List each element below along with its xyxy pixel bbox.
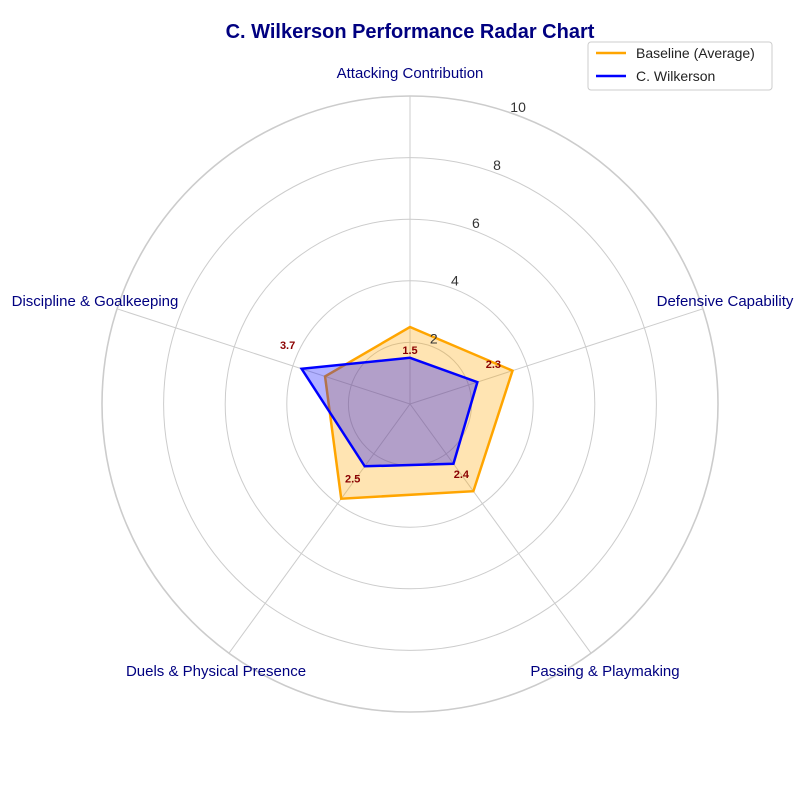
spoke-4 <box>116 308 411 405</box>
axis-labels: Attacking Contribution Defensive Capabili… <box>12 65 794 680</box>
radial-tick-labels: 2 4 6 8 10 <box>430 99 526 347</box>
chart-title: C. Wilkerson Performance Radar Chart <box>226 21 595 43</box>
legend: Baseline (Average) C. Wilkerson <box>587 41 773 91</box>
radar-series <box>299 325 515 501</box>
axis-label-2: Passing & Playmaking <box>530 663 679 680</box>
data-label-3: 2.5 <box>345 473 360 485</box>
tick-label-8: 8 <box>493 157 501 173</box>
spoke-1 <box>409 308 704 405</box>
series-polygon-0 <box>323 325 515 501</box>
axis-label-4: Discipline & Goalkeeping <box>12 293 179 310</box>
data-label-0: 1.5 <box>402 345 417 357</box>
legend-label-wilkerson: C. Wilkerson <box>636 68 715 84</box>
axis-label-0: Attacking Contribution <box>337 65 484 82</box>
spoke-2 <box>409 403 592 654</box>
tick-label-6: 6 <box>472 215 480 231</box>
tick-label-2: 2 <box>430 331 438 347</box>
spoke-3 <box>228 403 411 654</box>
legend-box <box>587 41 773 91</box>
data-labels: 1.5 2.3 2.4 2.5 3.7 <box>280 340 501 486</box>
data-label-4: 3.7 <box>280 340 295 352</box>
axis-label-3: Duels & Physical Presence <box>126 663 306 680</box>
series-polygon-1 <box>299 356 479 468</box>
legend-label-baseline: Baseline (Average) <box>636 45 755 61</box>
radar-grid <box>101 95 719 713</box>
tick-label-10: 10 <box>510 99 526 115</box>
tick-label-4: 4 <box>451 273 459 289</box>
data-label-1: 2.3 <box>486 359 501 371</box>
data-label-2: 2.4 <box>454 469 470 481</box>
axis-label-1: Defensive Capability <box>657 293 794 310</box>
